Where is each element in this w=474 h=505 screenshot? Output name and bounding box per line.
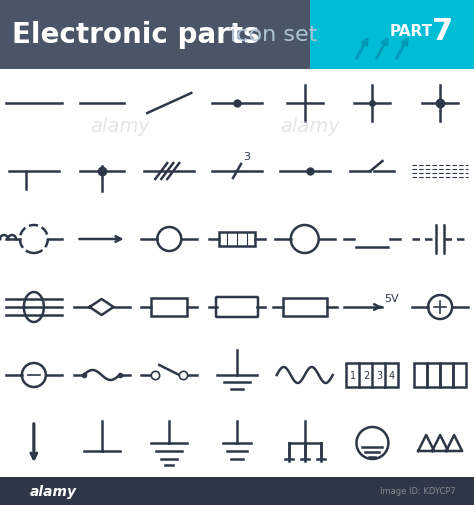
Text: alamy: alamy [90, 116, 150, 135]
Bar [414, 363, 427, 387]
Bar [0, 477, 474, 505]
Bar [427, 363, 440, 387]
Text: 3: 3 [376, 370, 382, 380]
Text: 5V: 5V [384, 293, 399, 304]
Text: icon set: icon set [230, 25, 318, 45]
Text: Image ID: KDYCP7: Image ID: KDYCP7 [380, 486, 456, 495]
Bar [0, 0, 474, 70]
Text: 2: 2 [363, 370, 369, 380]
Bar [346, 363, 399, 387]
Text: Electronic parts: Electronic parts [12, 21, 260, 49]
Text: alamy: alamy [30, 484, 77, 498]
Bar [151, 298, 187, 316]
Text: 3: 3 [243, 152, 250, 162]
Bar [440, 363, 453, 387]
Text: alamy: alamy [280, 116, 340, 135]
Text: PART: PART [390, 23, 433, 38]
Bar [283, 298, 327, 316]
Bar [453, 363, 466, 387]
Text: 7: 7 [432, 17, 453, 45]
Bar [219, 232, 255, 246]
Text: 4: 4 [389, 370, 395, 380]
Polygon shape [310, 0, 474, 70]
Text: 1: 1 [350, 370, 356, 380]
